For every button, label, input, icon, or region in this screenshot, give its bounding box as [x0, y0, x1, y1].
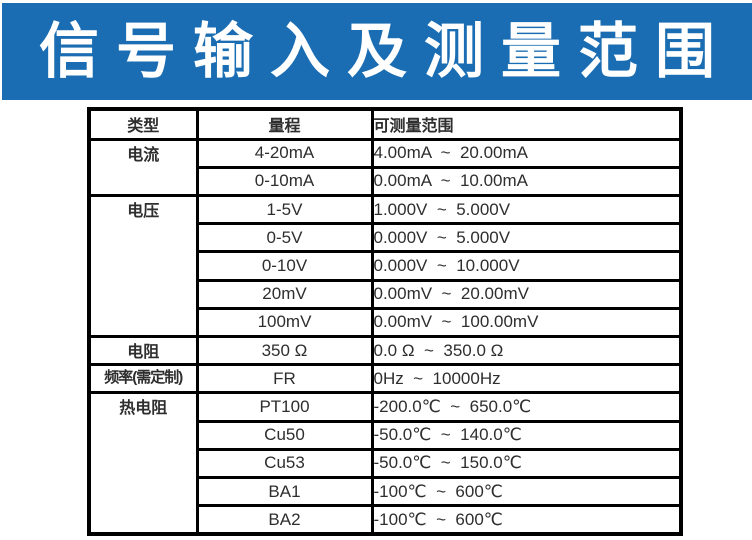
cell-range: 0-5V: [195, 222, 374, 254]
cell-range: Cu50: [195, 419, 374, 451]
cell-type: 电阻: [87, 334, 199, 367]
table-row: Cu53 -50.0℃ ~ 150.0℃: [89, 447, 683, 479]
cell-range: 100mV: [195, 306, 374, 338]
cell-range: PT100: [195, 391, 374, 423]
table-header-row: 类型 量程 可测量范围: [87, 107, 683, 141]
cell-type: 热电阻: [87, 391, 199, 536]
cell-measurable: 0.00mV ~ 20.00mV: [370, 278, 683, 310]
cell-measurable: -50.0℃ ~ 140.0℃: [370, 419, 683, 451]
cell-measurable: -50.0℃ ~ 150.0℃: [370, 447, 683, 479]
page-title: 信号输入及测量范围: [39, 17, 732, 85]
table-row: BA1 -100℃ ~ 600℃: [89, 475, 683, 508]
cell-range: 4-20mA: [195, 137, 374, 169]
signal-range-table: 类型 量程 可测量范围 电流 4-20mA 4.00mA ~ 20.00mA 0-10…: [87, 107, 683, 536]
table-row: 20mV 0.00mV ~ 20.00mV: [89, 278, 683, 310]
table-row: 电压 1-5V 1.000V ~ 5.000V: [87, 193, 683, 338]
cell-range: Cu53: [195, 447, 374, 479]
cell-measurable: 1.000V ~ 5.000V: [370, 193, 683, 226]
cell-measurable: 0.000V ~ 5.000V: [370, 222, 683, 254]
table-row: 100mV 0.00mV ~ 100.00mV: [89, 306, 683, 338]
cell-range: 0-10mA: [195, 165, 374, 197]
cell-range: 0-10V: [195, 250, 374, 282]
title-banner: 信号输入及测量范围: [2, 3, 752, 100]
cell-type: 电压: [87, 193, 199, 338]
table-body: 电流 4-20mA 4.00mA ~ 20.00mA 0-10mA 0.00mA ~ 1…: [87, 137, 683, 536]
cell-measurable: 0.000V ~ 10.000V: [370, 250, 683, 282]
table-row: 0-10V 0.000V ~ 10.000V: [89, 250, 683, 282]
table-row: 电流 4-20mA 4.00mA ~ 20.00mA: [87, 137, 683, 197]
header-range: 量程: [195, 107, 374, 141]
cell-measurable: -200.0℃ ~ 650.0℃: [370, 391, 683, 423]
cell-range: BA2: [195, 504, 374, 536]
table-row: 频率(需定制) FR 0Hz ~ 10000Hz: [87, 363, 683, 395]
cell-measurable: 0Hz ~ 10000Hz: [370, 363, 683, 395]
table-row: Cu50 -50.0℃ ~ 140.0℃: [89, 419, 683, 451]
cell-measurable: 0.00mA ~ 10.00mA: [370, 165, 683, 197]
header-measurable: 可测量范围: [370, 107, 683, 141]
table-row: BA2 -100℃ ~ 600℃: [89, 504, 683, 536]
cell-measurable: -100℃ ~ 600℃: [370, 504, 683, 536]
cell-type: 电流: [87, 137, 199, 197]
cell-range: 1-5V: [195, 193, 374, 226]
table-row: 0-10mA 0.00mA ~ 10.00mA: [89, 165, 683, 197]
cell-range: 20mV: [195, 278, 374, 310]
cell-range: BA1: [195, 475, 374, 508]
cell-measurable: 0.0 Ω ~ 350.0 Ω: [370, 334, 683, 367]
cell-measurable: 0.00mV ~ 100.00mV: [370, 306, 683, 338]
table-row: 电阻 350 Ω 0.0 Ω ~ 350.0 Ω: [87, 334, 683, 367]
table-row: 0-5V 0.000V ~ 5.000V: [89, 222, 683, 254]
cell-type: 频率(需定制): [87, 363, 199, 395]
header-type: 类型: [87, 107, 199, 141]
cell-range: 350 Ω: [195, 334, 374, 367]
cell-range: FR: [195, 363, 374, 395]
cell-measurable: 4.00mA ~ 20.00mA: [370, 137, 683, 169]
cell-measurable: -100℃ ~ 600℃: [370, 475, 683, 508]
table-row: 热电阻 PT100 -200.0℃ ~ 650.0℃: [87, 391, 683, 536]
